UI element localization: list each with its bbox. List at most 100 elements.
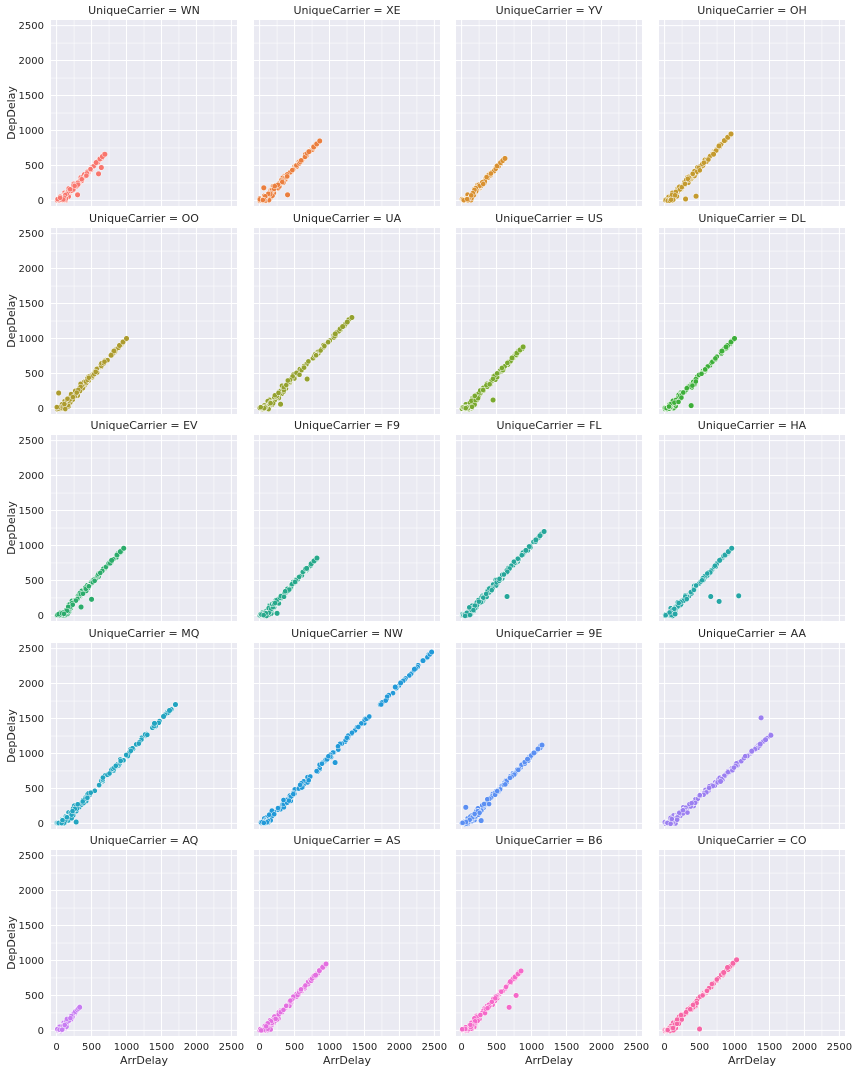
scatter-point: [286, 797, 292, 804]
scatter-point: [275, 390, 282, 396]
x-tick-label: 1500: [149, 1042, 174, 1053]
scatter-point: [707, 593, 714, 600]
scatter-point: [469, 403, 475, 410]
x-tick-label: 2000: [387, 1042, 412, 1053]
scatter-point: [284, 377, 291, 384]
scatter-point: [675, 399, 682, 405]
scatter-point: [515, 767, 522, 773]
scatter-point: [522, 547, 529, 554]
scatter-point: [260, 612, 267, 619]
y-tick-label: 1500: [19, 506, 44, 517]
scatter-point: [128, 747, 134, 754]
scatter-point: [267, 400, 274, 407]
scatter-point: [713, 976, 720, 983]
scatter-point: [682, 181, 688, 187]
x-tick-label: 0: [53, 1042, 59, 1053]
scatter-point: [718, 348, 725, 355]
scatter-point: [733, 956, 740, 963]
scatter-point: [135, 740, 142, 747]
scatter-point: [62, 406, 69, 412]
y-tick-label: 2000: [19, 886, 44, 897]
scatter-point: [480, 181, 487, 187]
scatter-point: [92, 368, 99, 375]
scatter-point: [61, 1022, 68, 1028]
scatter-point: [684, 175, 691, 182]
scatter-point: [366, 713, 373, 720]
x-tick-label: 500: [82, 1042, 101, 1053]
scatter-point: [668, 196, 674, 203]
scatter-point: [662, 612, 669, 619]
scatter-point: [332, 759, 339, 766]
y-axis-label: DepDelay: [5, 294, 18, 348]
scatter-point: [490, 396, 497, 404]
scatter-point: [305, 358, 312, 365]
scatter-point: [484, 1005, 491, 1012]
scatter-point: [680, 389, 687, 396]
y-tick-label: 500: [25, 369, 44, 380]
scatter-point: [459, 819, 466, 826]
x-tick-label: 0: [256, 1042, 262, 1053]
scatter-point: [117, 758, 124, 764]
scatter-point: [699, 577, 705, 584]
y-tick-label: 1000: [19, 541, 44, 552]
scatter-point: [280, 797, 287, 803]
scatter-point: [69, 601, 76, 608]
scatter-point: [705, 156, 712, 163]
facet-title: UniqueCarrier = HA: [698, 419, 807, 432]
scatter-point: [339, 323, 346, 330]
facet-title: UniqueCarrier = AS: [293, 834, 400, 847]
scatter-point: [459, 1026, 466, 1033]
scatter-point: [696, 167, 703, 174]
scatter-point: [272, 600, 278, 606]
scatter-point: [313, 352, 319, 359]
scatter-point: [518, 552, 525, 559]
scatter-point: [78, 603, 85, 611]
y-tick-label: 1000: [19, 334, 44, 345]
facet-title: UniqueCarrier = AQ: [90, 834, 199, 847]
scatter-point: [534, 745, 542, 753]
scatter-point: [678, 1012, 684, 1018]
facet-panel: UniqueCarrier = MQ 0 500 1000 1500 2000 2500 De…: [5, 627, 237, 830]
scatter-point: [468, 192, 475, 199]
scatter-point: [464, 196, 471, 202]
y-tick-label: 1500: [19, 714, 44, 725]
scatter-point: [96, 782, 102, 788]
y-tick-label: 0: [38, 196, 44, 207]
scatter-point: [428, 649, 435, 656]
scatter-point: [87, 789, 94, 796]
scatter-point: [494, 370, 500, 377]
x-tick-label: 500: [487, 1042, 506, 1053]
scatter-point: [100, 774, 106, 781]
x-tick-label: 1000: [519, 1042, 544, 1053]
scatter-point: [717, 778, 724, 785]
scatter-point: [689, 170, 696, 177]
y-tick-label: 0: [38, 611, 44, 622]
facet-panel: UniqueCarrier = DL: [659, 212, 845, 414]
scatter-point: [735, 592, 742, 599]
scatter-point: [271, 811, 278, 818]
scatter-point: [271, 183, 278, 190]
scatter-point: [260, 184, 267, 191]
x-tick-label: 2000: [792, 1042, 817, 1053]
scatter-point: [287, 997, 294, 1004]
scatter-point: [73, 597, 79, 604]
y-tick-label: 2500: [19, 229, 44, 240]
x-tick-label: 500: [690, 1042, 709, 1053]
facet-title: UniqueCarrier = 9E: [496, 627, 603, 640]
scatter-point: [272, 1015, 279, 1022]
scatter-point: [488, 170, 494, 177]
scatter-point: [292, 579, 298, 585]
scatter-point: [59, 1026, 65, 1033]
scatter-point: [748, 748, 755, 755]
scatter-point: [689, 382, 696, 389]
scatter-point: [123, 335, 130, 342]
facet-panel: UniqueCarrier = F9: [254, 419, 440, 621]
scatter-point: [332, 330, 339, 337]
y-tick-label: 2000: [19, 471, 44, 482]
y-tick-label: 2500: [19, 851, 44, 862]
scatter-point: [716, 557, 723, 564]
y-tick-label: 2000: [19, 56, 44, 67]
scatter-point: [467, 612, 473, 618]
scatter-point: [716, 598, 723, 605]
scatter-point: [762, 736, 769, 743]
